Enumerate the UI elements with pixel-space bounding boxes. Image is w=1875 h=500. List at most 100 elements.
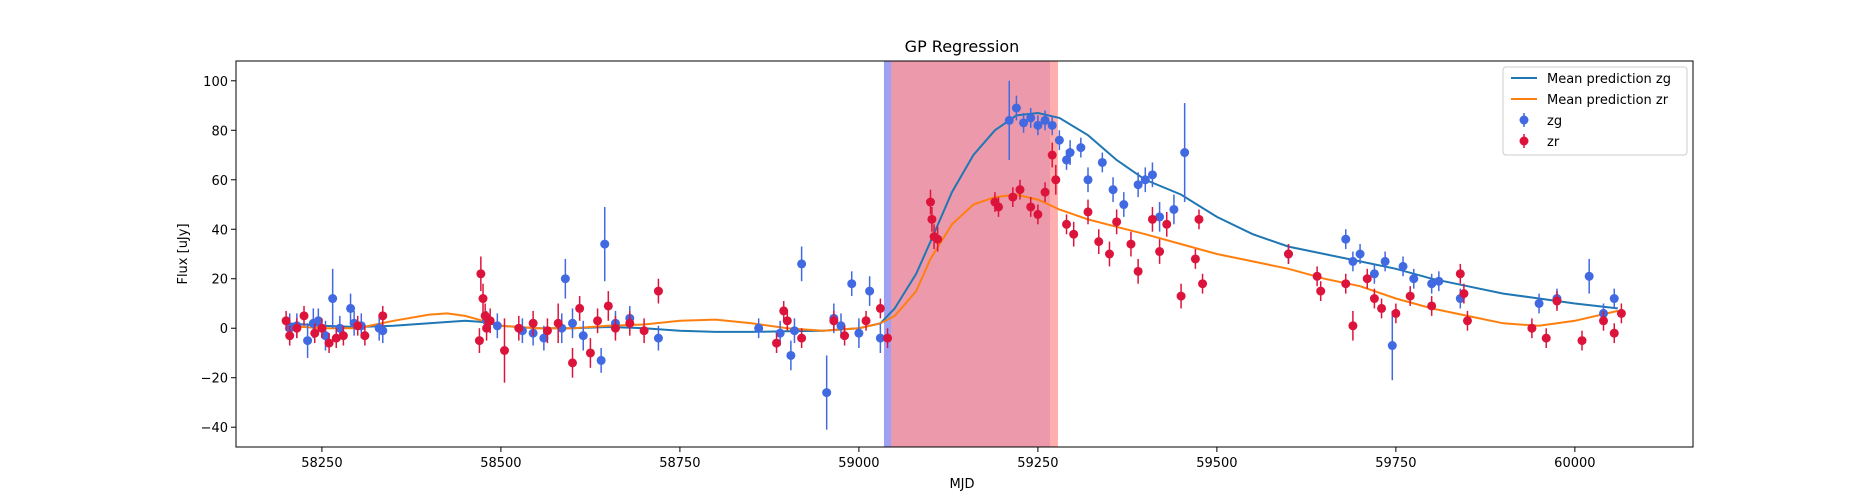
point-marker [1069, 229, 1079, 239]
data-point-zr [485, 308, 495, 334]
point-marker [1599, 316, 1609, 326]
data-point-zr [1051, 164, 1061, 195]
data-point-zr [1377, 298, 1387, 319]
point-marker [1377, 303, 1387, 313]
data-point-zr [285, 325, 295, 346]
data-point-zg [1387, 310, 1397, 381]
point-marker [1026, 202, 1036, 212]
data-point-zr [1369, 288, 1379, 309]
point-marker [1140, 175, 1150, 185]
data-point-zg [560, 258, 570, 299]
point-marker [1541, 333, 1551, 343]
point-marker [861, 316, 871, 326]
data-point-zr [1147, 206, 1157, 232]
point-marker [1076, 143, 1086, 153]
point-marker [328, 294, 338, 304]
point-marker [1369, 269, 1379, 279]
point-marker [875, 333, 885, 343]
data-point-zg [1011, 95, 1021, 121]
point-marker [542, 326, 552, 336]
point-marker [1348, 321, 1358, 331]
point-marker [482, 323, 492, 333]
point-marker [331, 333, 341, 343]
y-tick-label: −20 [201, 372, 228, 387]
point-marker [360, 331, 370, 341]
point-marker [1341, 279, 1351, 289]
data-point-zr [1126, 231, 1136, 257]
data-point-zr [474, 328, 484, 353]
data-point-zg [346, 293, 356, 324]
point-marker [1112, 217, 1122, 227]
point-marker [1094, 237, 1104, 247]
point-marker [1040, 115, 1050, 125]
legend-marker-zg [1519, 113, 1529, 127]
point-marker [539, 333, 549, 343]
point-marker [1462, 316, 1472, 326]
point-marker [789, 326, 799, 336]
point-marker [568, 318, 578, 328]
point-marker [1341, 234, 1351, 244]
data-point-zg [303, 323, 313, 358]
data-point-zr [378, 305, 388, 326]
data-point-zr [1062, 214, 1072, 235]
data-point-zr [1162, 211, 1172, 237]
point-marker [320, 331, 330, 341]
point-marker [779, 306, 789, 316]
point-marker [378, 311, 388, 321]
point-marker [1062, 219, 1072, 229]
point-marker [1616, 308, 1626, 318]
data-point-zg [1534, 293, 1544, 314]
data-point-zg [1019, 112, 1029, 133]
point-marker [603, 301, 613, 311]
data-point-zg [786, 340, 796, 371]
point-marker [1355, 249, 1365, 259]
data-point-zr [310, 323, 320, 344]
point-marker [1194, 214, 1204, 224]
point-marker [1609, 328, 1619, 338]
point-marker [1051, 175, 1061, 185]
data-point-zg [1065, 140, 1075, 165]
x-tick-label: 59750 [1375, 456, 1416, 471]
point-marker [639, 326, 649, 336]
point-marker [1409, 274, 1419, 284]
x-tick-label: 59000 [838, 456, 879, 471]
data-point-zr [927, 206, 937, 232]
point-marker [653, 286, 663, 296]
data-point-zg [1108, 177, 1118, 203]
point-marker [1180, 148, 1190, 158]
point-marker [1398, 261, 1408, 271]
plot-frame [235, 60, 1694, 448]
data-point-zr [360, 325, 370, 346]
point-marker [378, 326, 388, 336]
data-point-zg [1083, 167, 1093, 193]
point-marker [281, 316, 291, 326]
data-point-zr [1459, 283, 1469, 304]
point-marker [865, 286, 875, 296]
data-point-zr [603, 291, 613, 321]
data-point-zr [1405, 286, 1415, 306]
point-marker [317, 323, 327, 333]
data-point-zr [476, 256, 486, 292]
point-marker [927, 214, 937, 224]
data-point-zr [1391, 303, 1401, 324]
point-marker [1054, 135, 1064, 145]
data-point-zr [1069, 221, 1079, 247]
data-point-zr [829, 310, 839, 331]
data-point-zr [779, 301, 789, 321]
data-point-zg [1133, 172, 1143, 198]
point-marker [1190, 254, 1200, 264]
data-point-zr [1190, 249, 1200, 269]
data-point-zg [1380, 251, 1390, 272]
point-marker [585, 348, 595, 358]
data-point-zr [1312, 266, 1322, 287]
data-point-zg [1076, 137, 1086, 158]
x-tick-label: 59500 [1196, 456, 1237, 471]
data-point-zg [1004, 80, 1014, 160]
point-marker [1155, 212, 1165, 222]
point-marker [313, 316, 323, 326]
data-point-zr [1155, 239, 1165, 264]
point-marker [797, 259, 807, 269]
point-marker [1380, 256, 1390, 266]
x-tick-label: 60000 [1554, 456, 1595, 471]
data-point-zg [1097, 152, 1107, 173]
